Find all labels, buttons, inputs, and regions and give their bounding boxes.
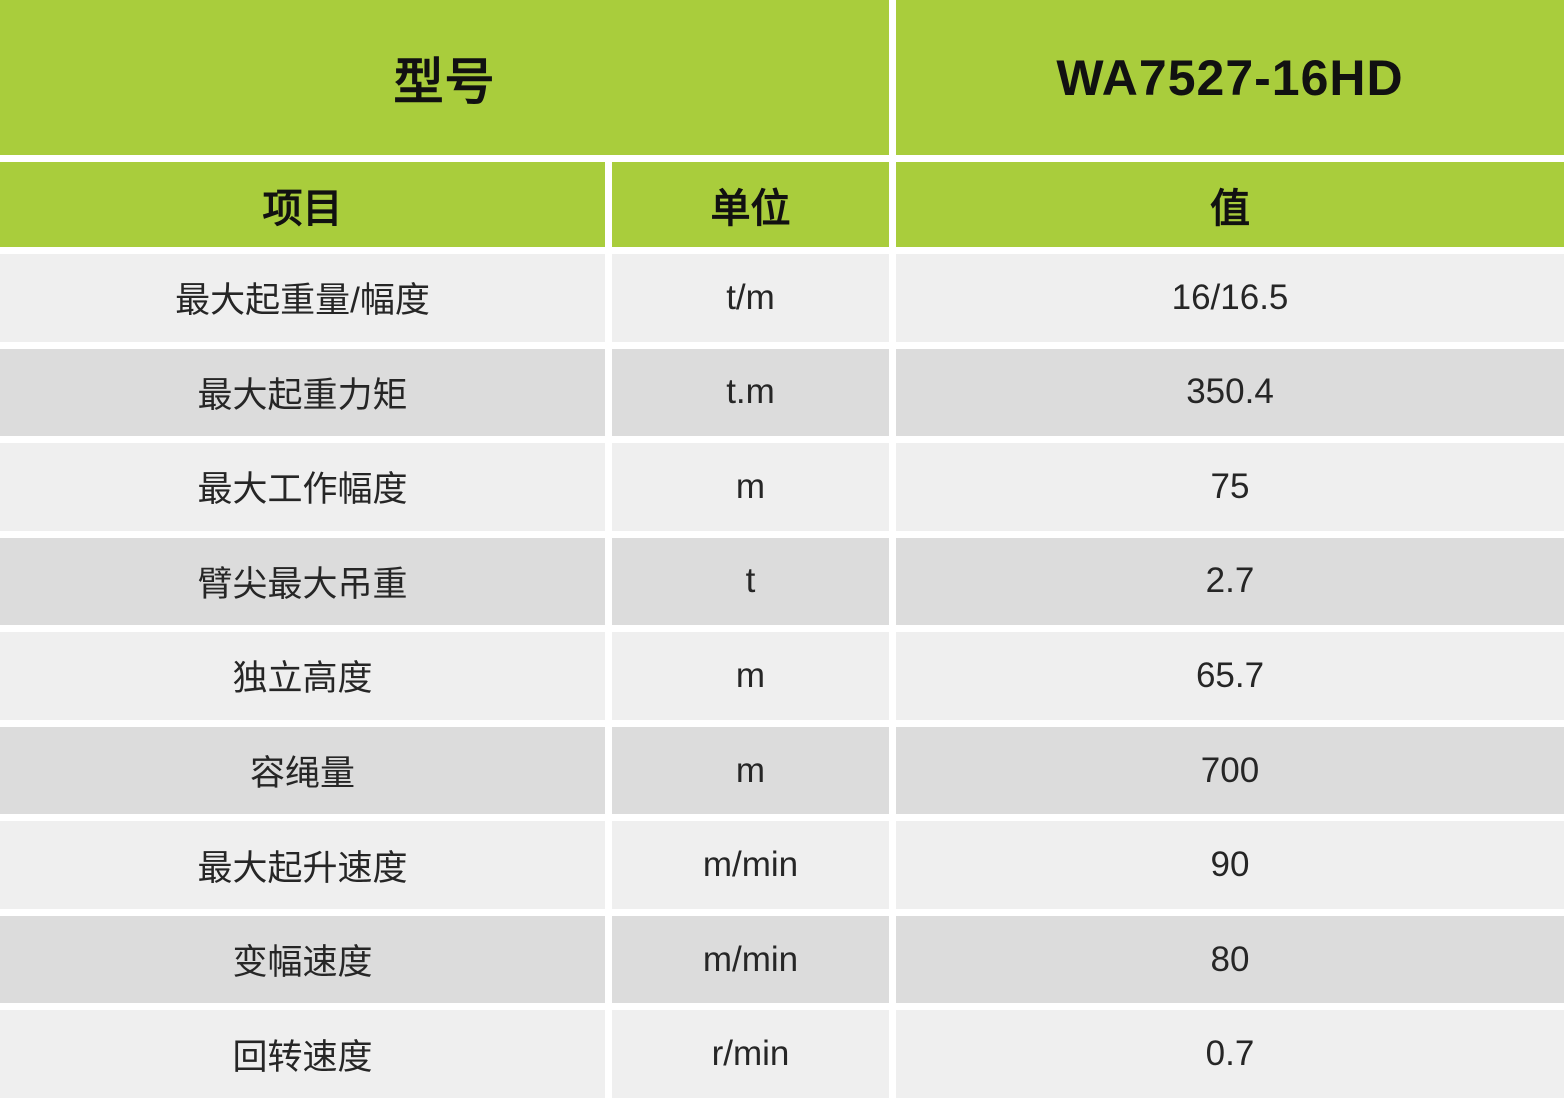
cell-text: 臂尖最大吊重 <box>197 564 408 604</box>
column-header-value-label: 值 <box>1210 186 1250 231</box>
table-cell-unit-row-4: t <box>612 537 889 626</box>
column-header-item-label: 项目 <box>262 186 343 231</box>
table-cell-item-row-3: 最大工作幅度 <box>0 443 605 531</box>
model-value: WA7527-16HD <box>1056 49 1404 106</box>
cell-text: 80 <box>1210 939 1250 979</box>
table-cell-value-row-4: 2.7 <box>896 537 1564 626</box>
model-label-cell: 型号 <box>0 0 889 155</box>
table-cell-item-row-2: 最大起重力矩 <box>0 348 605 437</box>
cell-text: 75 <box>1210 466 1250 506</box>
cell-text: 回转速度 <box>232 1037 373 1077</box>
cell-text: t.m <box>726 372 775 412</box>
cell-text: m <box>735 466 766 506</box>
cell-text: 容绳量 <box>249 754 355 794</box>
model-label: 型号 <box>393 53 496 110</box>
cell-text: m/min <box>702 939 799 979</box>
table-cell-unit-row-8: m/min <box>612 915 889 1004</box>
cell-text: m <box>735 750 766 790</box>
table-cell-item-row-8: 变幅速度 <box>0 915 605 1004</box>
table-cell-unit-row-6: m <box>612 726 889 815</box>
table-cell-value-row-1: 16/16.5 <box>896 254 1564 342</box>
table-cell-unit-row-7: m/min <box>612 821 889 909</box>
cell-text: 独立高度 <box>232 659 373 699</box>
table-cell-unit-row-2: t.m <box>612 348 889 437</box>
table-cell-item-row-6: 容绳量 <box>0 726 605 815</box>
table-cell-unit-row-1: t/m <box>612 254 889 342</box>
table-cell-value-row-6: 700 <box>896 726 1564 815</box>
cell-text: t <box>745 561 756 601</box>
table-cell-item-row-9: 回转速度 <box>0 1010 605 1098</box>
cell-text: 最大工作幅度 <box>197 470 408 510</box>
table-cell-unit-row-9: r/min <box>612 1010 889 1098</box>
table-cell-unit-row-3: m <box>612 443 889 531</box>
table-cell-value-row-8: 80 <box>896 915 1564 1004</box>
cell-text: r/min <box>711 1034 790 1074</box>
model-value-cell: WA7527-16HD <box>896 0 1564 155</box>
cell-text: 65.7 <box>1195 655 1265 695</box>
column-header-unit-label: 单位 <box>710 186 791 231</box>
table-cell-item-row-1: 最大起重量/幅度 <box>0 254 605 342</box>
table-cell-value-row-2: 350.4 <box>896 348 1564 437</box>
table-cell-item-row-4: 臂尖最大吊重 <box>0 537 605 626</box>
cell-text: 16/16.5 <box>1171 277 1289 317</box>
cell-text: 最大起重量/幅度 <box>175 281 430 321</box>
table-cell-value-row-3: 75 <box>896 443 1564 531</box>
cell-text: 0.7 <box>1205 1034 1255 1074</box>
column-header-unit: 单位 <box>612 162 889 247</box>
cell-text: m <box>735 655 766 695</box>
table-cell-value-row-9: 0.7 <box>896 1010 1564 1098</box>
table-cell-item-row-7: 最大起升速度 <box>0 821 605 909</box>
cell-text: 90 <box>1210 845 1250 885</box>
column-header-value: 值 <box>896 162 1564 247</box>
cell-text: 700 <box>1200 750 1260 790</box>
cell-text: 最大起升速度 <box>197 848 408 888</box>
table-cell-unit-row-5: m <box>612 632 889 720</box>
cell-text: m/min <box>702 845 799 885</box>
cell-text: 变幅速度 <box>232 943 373 983</box>
table-cell-item-row-5: 独立高度 <box>0 632 605 720</box>
cell-text: t/m <box>726 277 775 317</box>
cell-text: 2.7 <box>1205 561 1255 601</box>
cell-text: 最大起重力矩 <box>197 375 408 415</box>
table-cell-value-row-7: 90 <box>896 821 1564 909</box>
cell-text: 350.4 <box>1186 372 1274 412</box>
column-header-item: 项目 <box>0 162 605 247</box>
table-cell-value-row-5: 65.7 <box>896 632 1564 720</box>
